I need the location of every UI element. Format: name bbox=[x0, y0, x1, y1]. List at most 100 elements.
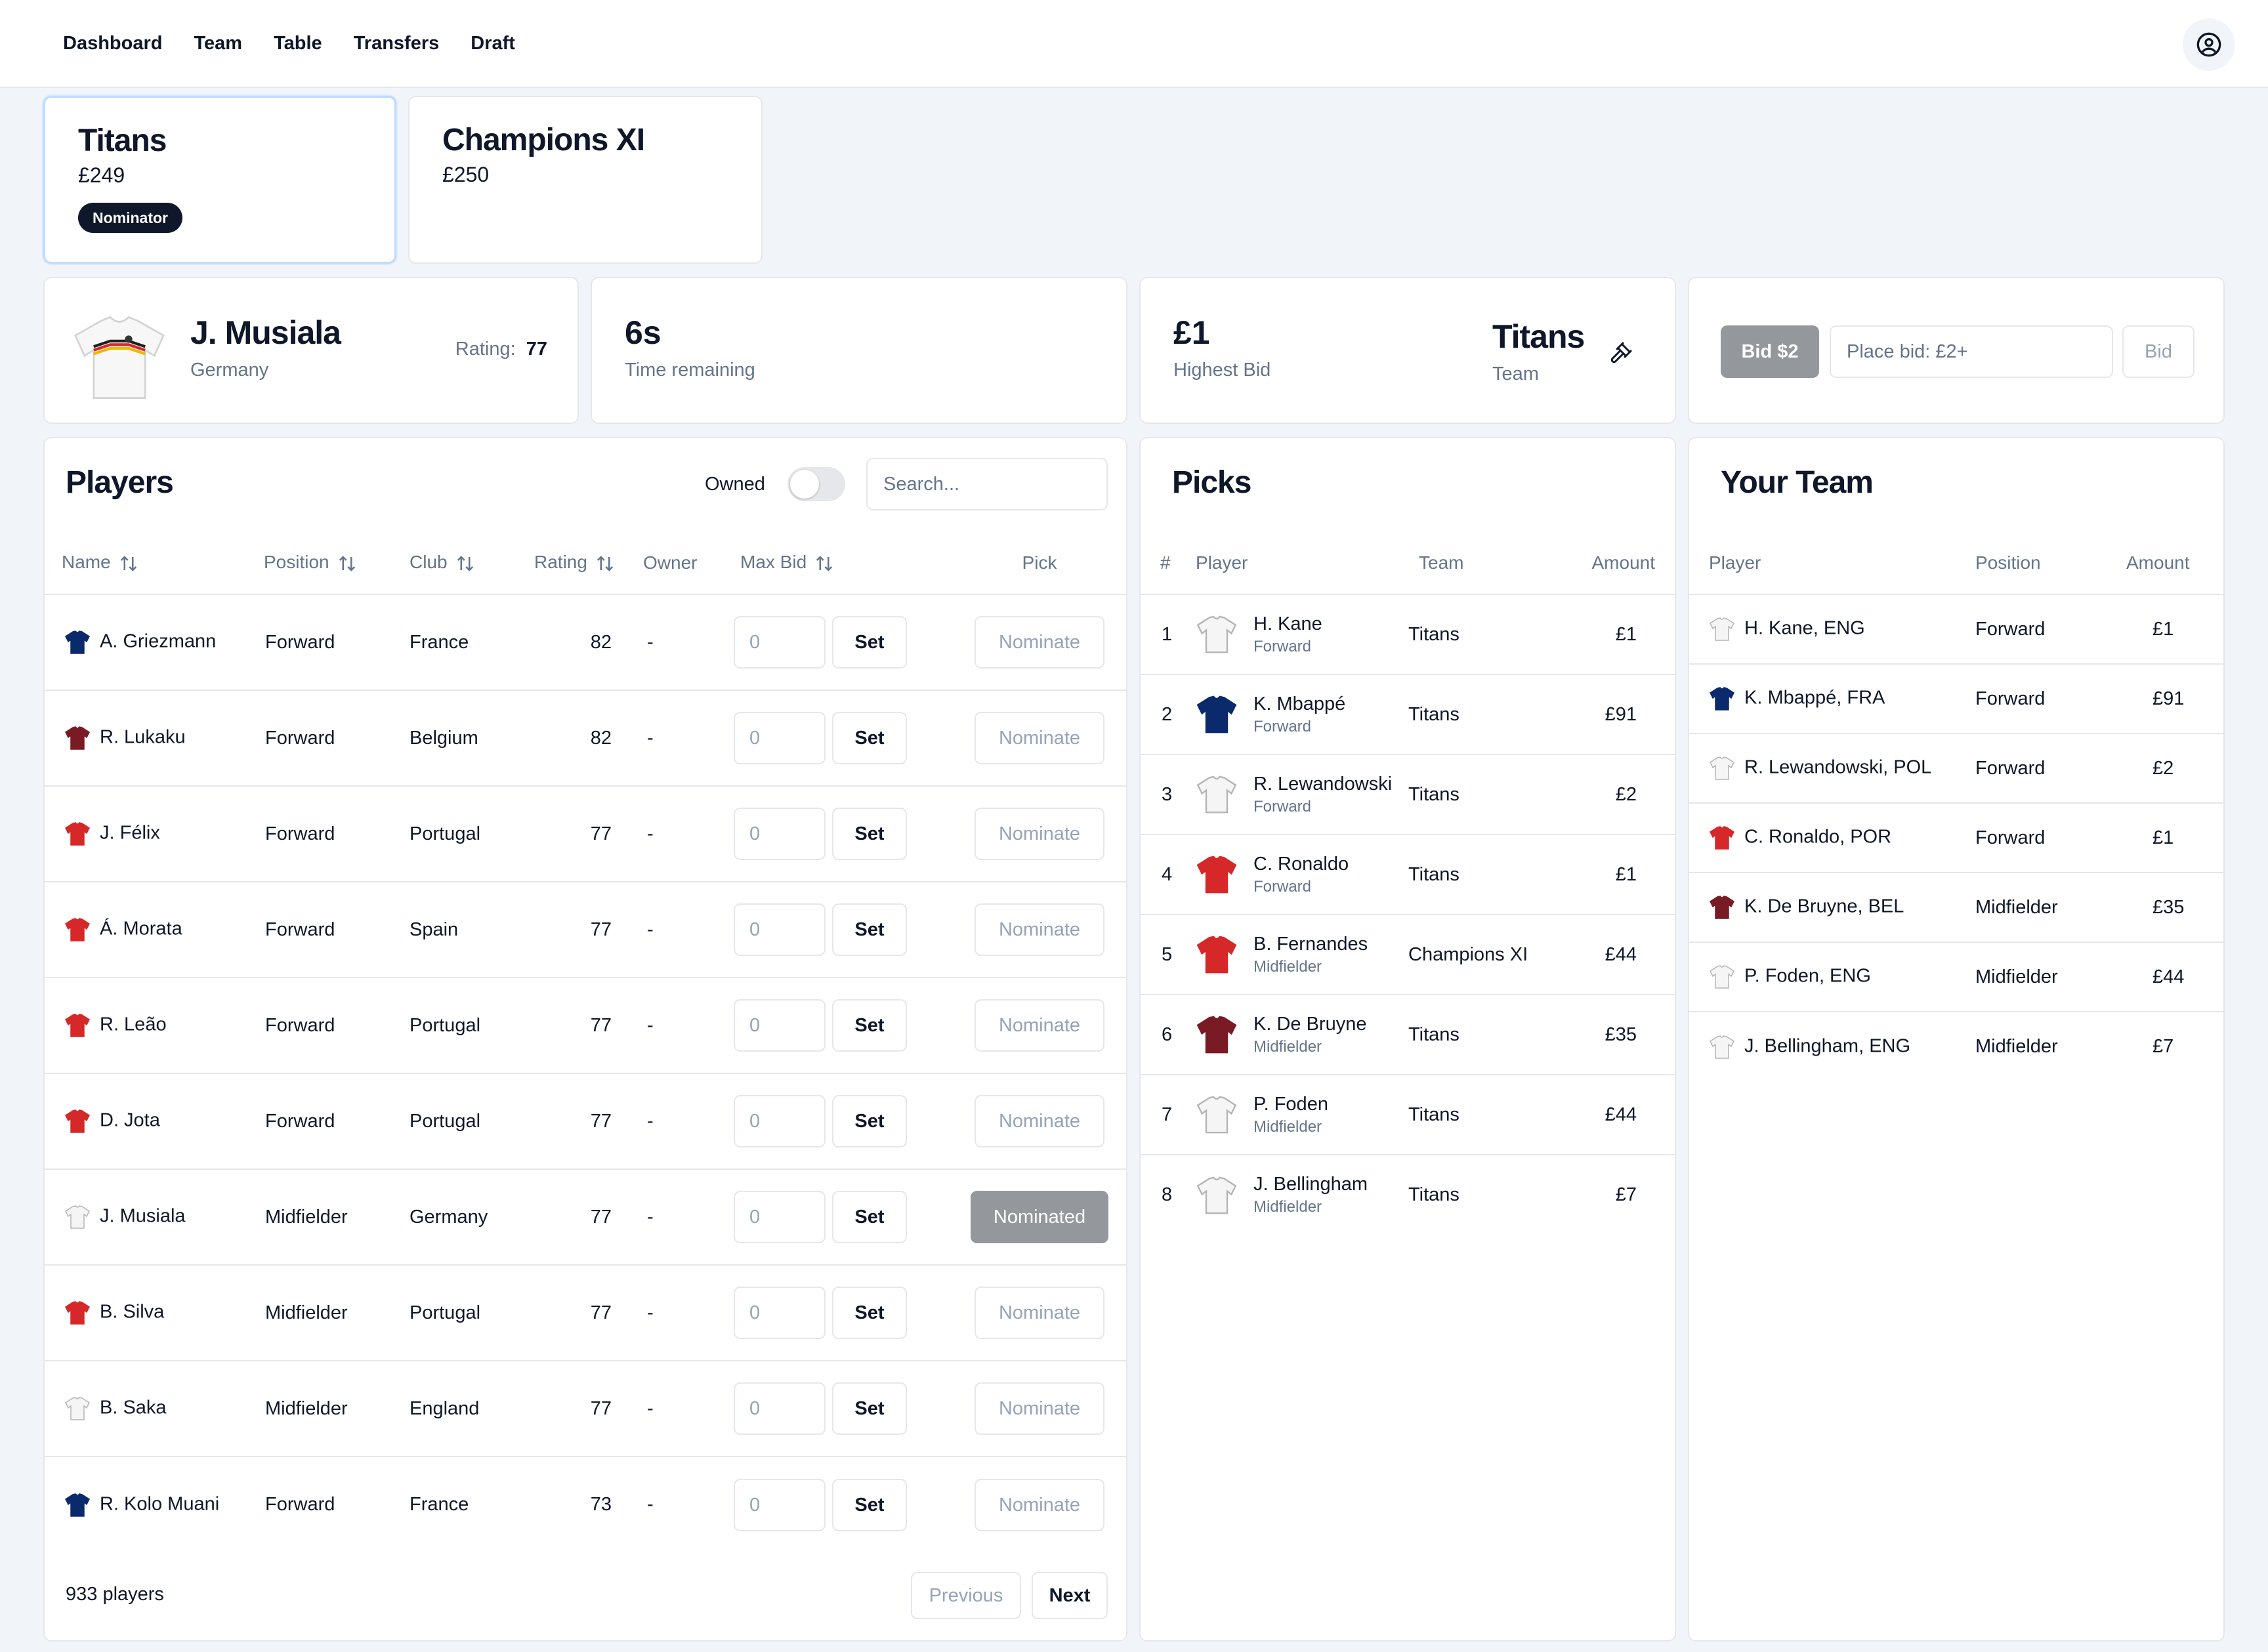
bid-amount-input[interactable]: Place bid: £2+ bbox=[1830, 325, 2113, 378]
player-owner: - bbox=[635, 1073, 722, 1169]
pick-player-position: Forward bbox=[1253, 717, 1312, 735]
set-max-bid-button[interactable]: Set bbox=[832, 1191, 907, 1243]
nav-dashboard[interactable]: Dashboard bbox=[63, 33, 163, 54]
max-bid-controls: 0 Set bbox=[722, 808, 953, 860]
set-max-bid-button[interactable]: Set bbox=[832, 712, 907, 764]
team-player-cell: C. Ronaldo, POR bbox=[1689, 802, 1975, 873]
max-bid-input[interactable]: 0 bbox=[734, 1382, 826, 1435]
pick-player: R. Lewandowski Forward bbox=[1189, 774, 1406, 816]
players-table: Name Position Club Rating Owner Max Bid … bbox=[45, 531, 1126, 1552]
col-name[interactable]: Name bbox=[45, 531, 248, 594]
nav-team[interactable]: Team bbox=[194, 33, 243, 54]
col-position[interactable]: Position bbox=[248, 531, 396, 594]
nominate-button[interactable]: Nominate bbox=[975, 1287, 1104, 1339]
team-player-position: Forward bbox=[1975, 663, 2120, 733]
col-club[interactable]: Club bbox=[396, 531, 514, 594]
next-page-button[interactable]: Next bbox=[1032, 1572, 1108, 1619]
picks-panel: Picks # Player Team Amount 1 H. Kane Forwa… bbox=[1139, 437, 1676, 1642]
pick-amount: £1 bbox=[1563, 834, 1675, 915]
set-max-bid-button[interactable]: Set bbox=[832, 616, 907, 669]
nominate-button[interactable]: Nominate bbox=[975, 808, 1104, 860]
pick-cell: Nominate bbox=[953, 785, 1126, 882]
nav-table[interactable]: Table bbox=[274, 33, 322, 54]
pick-player-text: C. Ronaldo Forward bbox=[1253, 854, 1349, 896]
nominate-button[interactable]: Nominate bbox=[975, 903, 1104, 956]
nominate-button[interactable]: Nominate bbox=[975, 999, 1104, 1052]
team-player-name: P. Foden, ENG bbox=[1744, 965, 1871, 987]
col-rating[interactable]: Rating bbox=[514, 531, 635, 594]
set-max-bid-button[interactable]: Set bbox=[832, 1382, 907, 1435]
pick-player-name: K. Mbappé bbox=[1253, 693, 1346, 714]
team-player-amount: £2 bbox=[2120, 733, 2223, 803]
team-budget: £250 bbox=[442, 163, 490, 186]
player-name-cell: R. Lukaku bbox=[45, 690, 248, 786]
table-row: J. Félix Forward Portugal 77-0 Set Nominate bbox=[45, 785, 1126, 882]
max-bid-input[interactable]: 0 bbox=[734, 1478, 826, 1531]
max-bid-cell: 0 Set bbox=[722, 881, 953, 978]
nominate-button[interactable]: Nominate bbox=[975, 712, 1104, 764]
player-name-cell: B. Silva bbox=[45, 1264, 248, 1361]
set-max-bid-button[interactable]: Set bbox=[832, 1095, 907, 1147]
pick-player-name: H. Kane bbox=[1253, 613, 1322, 634]
team-player-amount: £44 bbox=[2120, 941, 2223, 1012]
nominate-button[interactable]: Nominate bbox=[975, 616, 1104, 669]
nominate-button[interactable]: Nominate bbox=[975, 1478, 1104, 1531]
pick-cell: Nominate bbox=[953, 977, 1126, 1073]
col-max-bid[interactable]: Max Bid bbox=[722, 531, 953, 594]
set-max-bid-button[interactable]: Set bbox=[832, 1287, 907, 1339]
max-bid-input[interactable]: 0 bbox=[734, 808, 826, 860]
player-rating: 77 bbox=[514, 1073, 635, 1169]
user-menu-button[interactable] bbox=[2183, 18, 2235, 71]
set-max-bid-button[interactable]: Set bbox=[832, 1478, 907, 1531]
pick-number: 4 bbox=[1141, 834, 1189, 915]
set-max-bid-button[interactable]: Set bbox=[832, 999, 907, 1052]
shirt-icon bbox=[1196, 695, 1237, 733]
player-owner: - bbox=[635, 1264, 722, 1361]
shirt-icon bbox=[1710, 1035, 1734, 1059]
team-player-position: Forward bbox=[1975, 733, 2120, 803]
nominate-button[interactable]: Nominate bbox=[975, 1095, 1104, 1147]
quick-bid-button[interactable]: Bid $2 bbox=[1721, 325, 1819, 378]
toggle-knob bbox=[790, 470, 819, 499]
bid-submit-button[interactable]: Bid bbox=[2122, 325, 2194, 378]
set-max-bid-button[interactable]: Set bbox=[832, 903, 907, 956]
highest-bid-value: £1 bbox=[1173, 314, 1210, 351]
previous-page-button[interactable]: Previous bbox=[911, 1572, 1021, 1619]
shirt-icon bbox=[1196, 1176, 1237, 1214]
owned-toggle[interactable] bbox=[788, 467, 845, 501]
max-bid-input[interactable]: 0 bbox=[734, 999, 826, 1052]
player-position: Midfielder bbox=[248, 1360, 396, 1456]
nominated-button[interactable]: Nominated bbox=[971, 1191, 1108, 1243]
max-bid-input[interactable]: 0 bbox=[734, 1287, 826, 1339]
player-name-cell: A. Griezmann bbox=[45, 594, 248, 690]
search-placeholder: Search... bbox=[883, 474, 960, 495]
shirt-icon bbox=[1710, 896, 1734, 919]
max-bid-input[interactable]: 0 bbox=[734, 903, 826, 956]
set-max-bid-button[interactable]: Set bbox=[832, 808, 907, 860]
max-bid-input[interactable]: 0 bbox=[734, 616, 826, 669]
player-position: Forward bbox=[248, 881, 396, 978]
max-bid-input[interactable]: 0 bbox=[734, 1191, 826, 1243]
nav-transfers[interactable]: Transfers bbox=[353, 33, 440, 54]
pick-player-position: Forward bbox=[1253, 797, 1312, 816]
pick-player-position: Midfielder bbox=[1253, 1117, 1322, 1136]
player-rating: 77 bbox=[514, 1360, 635, 1456]
shirt-icon bbox=[65, 822, 90, 846]
pick-cell: Nominate bbox=[953, 1264, 1126, 1361]
pick-amount: £44 bbox=[1563, 1074, 1675, 1155]
max-bid-input[interactable]: 0 bbox=[734, 1095, 826, 1147]
team-card-champions-xi[interactable]: Champions XI £250 bbox=[408, 96, 763, 264]
team-card-titans[interactable]: Titans £249 Nominator bbox=[43, 96, 396, 264]
team-player-cell: P. Foden, ENG bbox=[1689, 941, 1975, 1012]
team-player-cell: R. Lewandowski, POL bbox=[1689, 733, 1975, 803]
max-bid-input[interactable]: 0 bbox=[734, 712, 826, 764]
nominate-button[interactable]: Nominate bbox=[975, 1382, 1104, 1435]
pick-player-cell: H. Kane Forward bbox=[1189, 594, 1406, 674]
player-search-input[interactable]: Search... bbox=[866, 458, 1108, 510]
nav-draft[interactable]: Draft bbox=[471, 33, 515, 54]
player-owner: - bbox=[635, 690, 722, 786]
team-player-amount: £7 bbox=[2120, 1011, 2223, 1081]
picks-title: Picks bbox=[1172, 465, 1251, 500]
table-row: R. Kolo Muani Forward France 73-0 Set Nominat… bbox=[45, 1456, 1126, 1552]
bid-card: Bid $2 Place bid: £2+ Bid bbox=[1688, 277, 2225, 424]
